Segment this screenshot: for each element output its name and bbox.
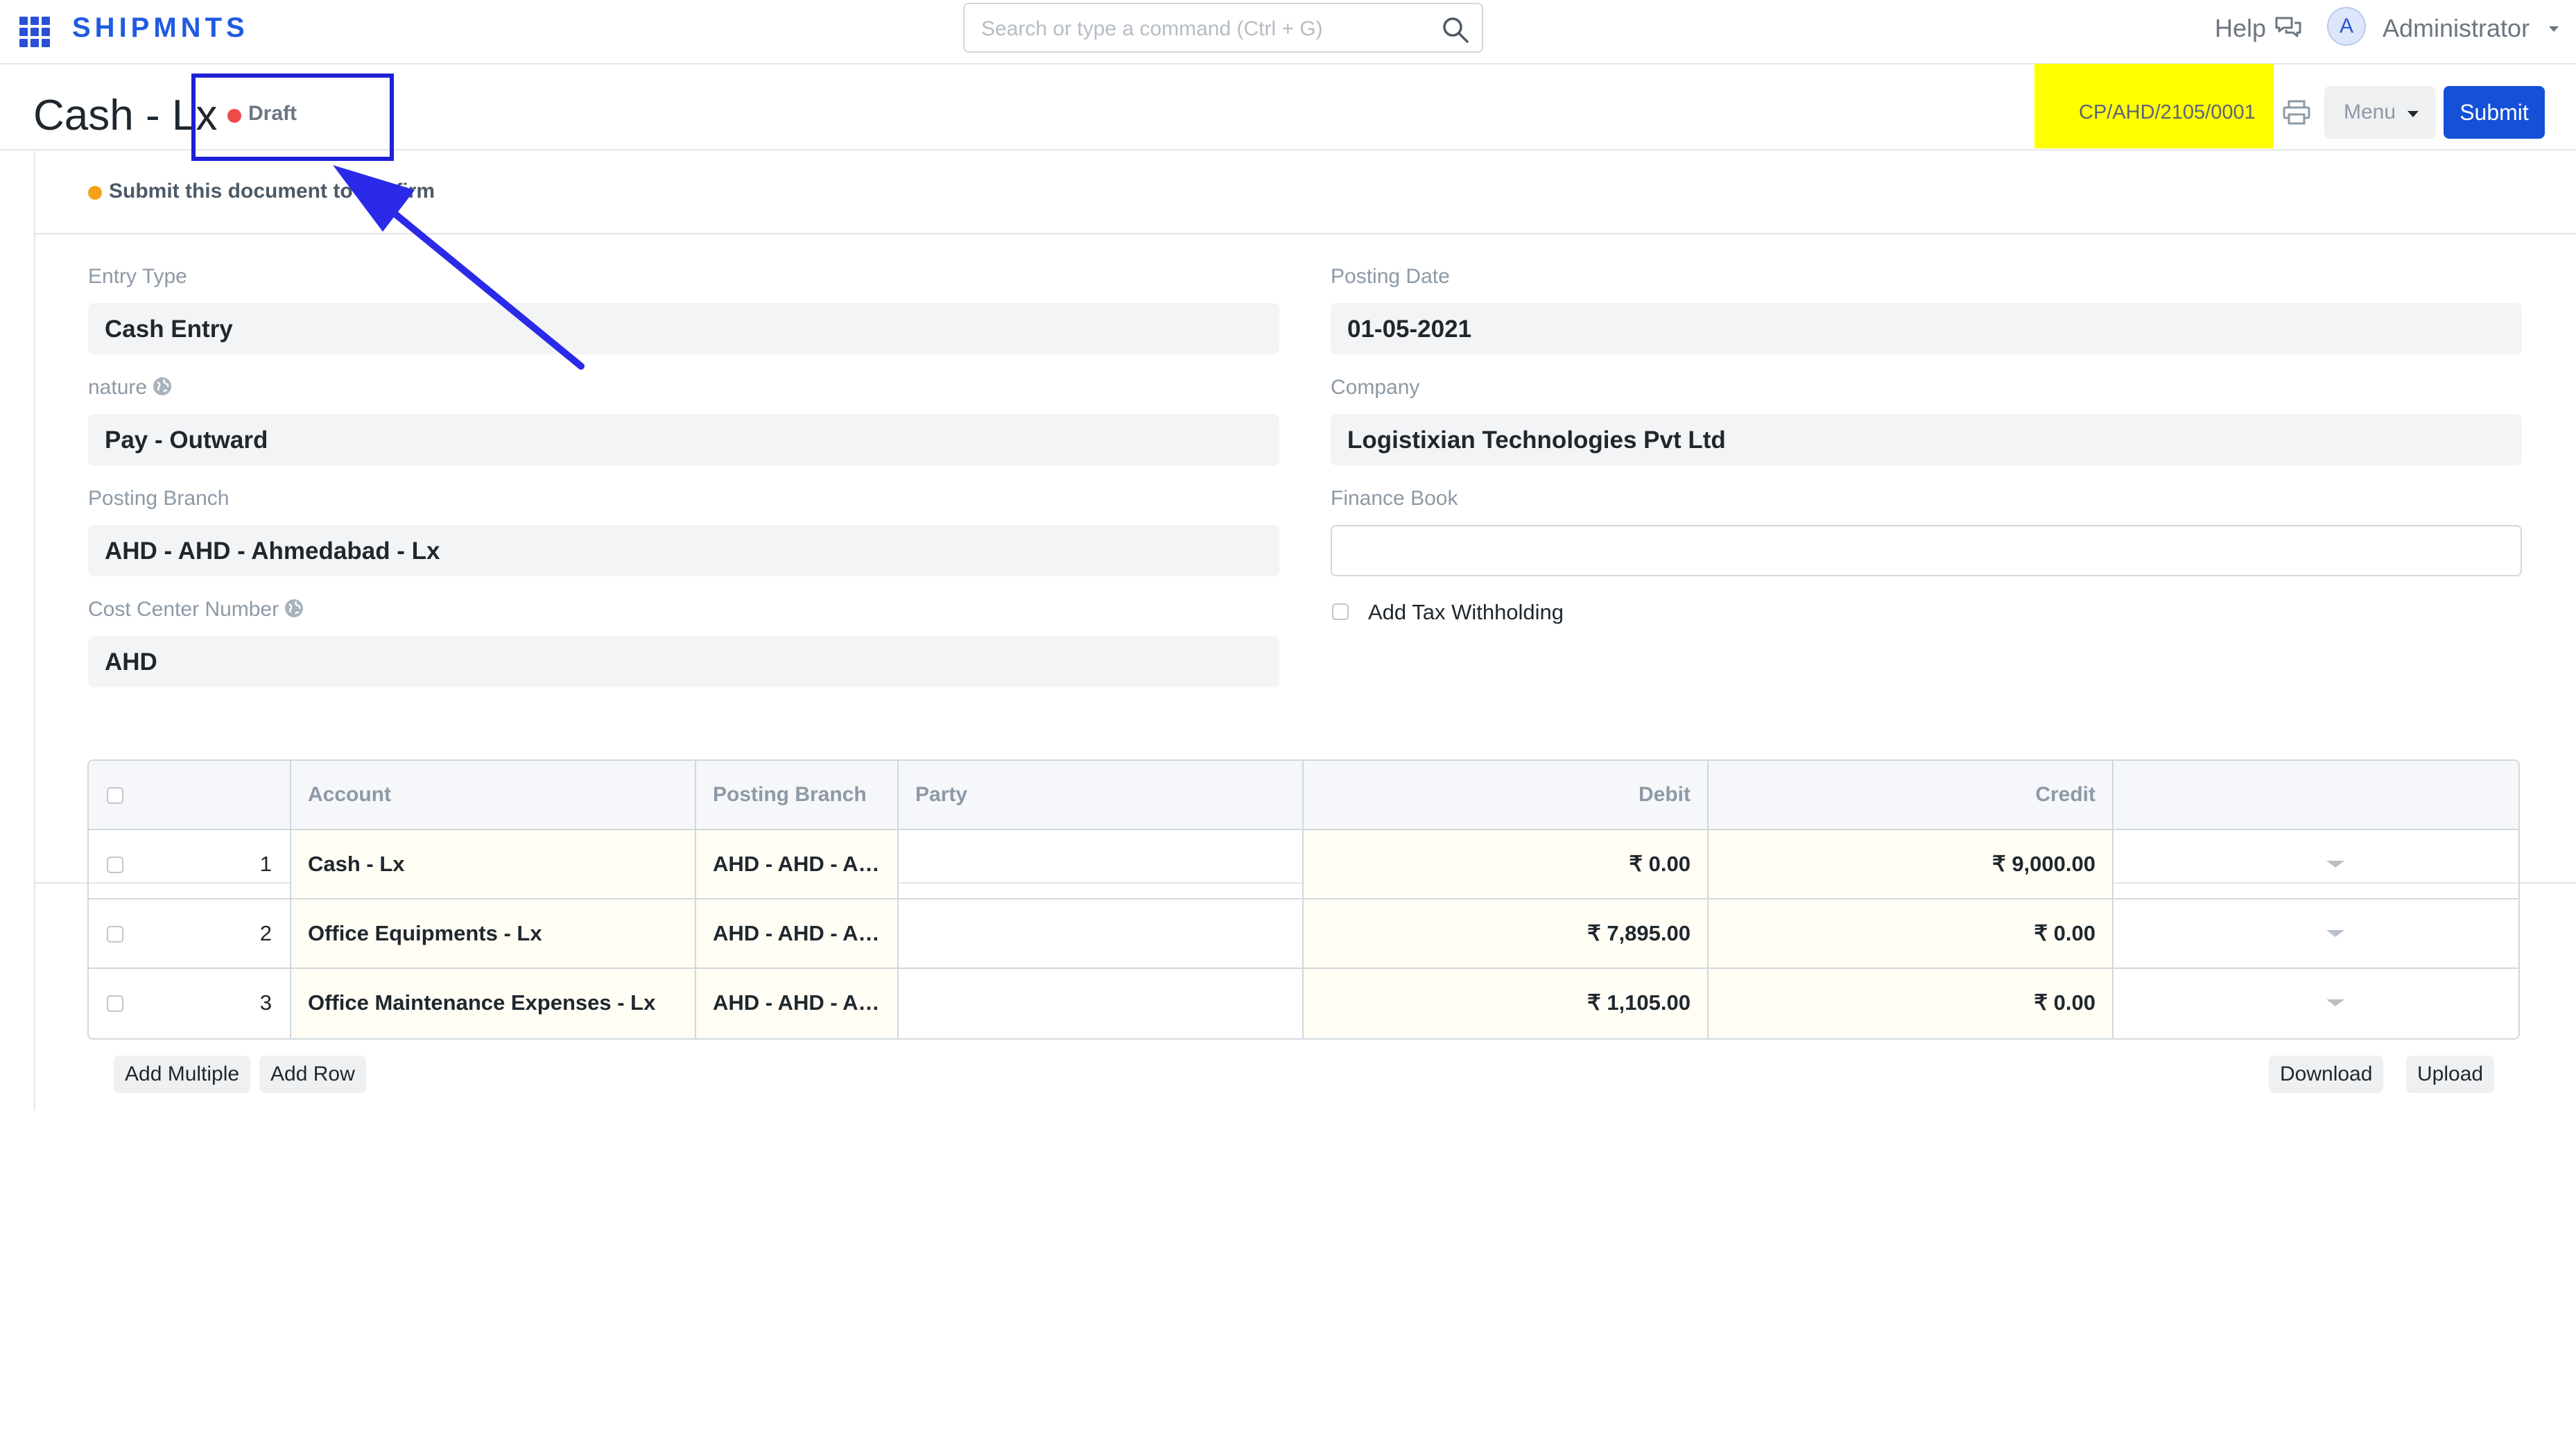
globe-icon [153, 377, 172, 395]
entry-type-field[interactable]: Cash Entry [88, 303, 1279, 354]
row-checkbox[interactable] [107, 995, 123, 1012]
nature-label: nature [88, 376, 172, 399]
download-button[interactable]: Download [2269, 1056, 2384, 1093]
debit-cell[interactable]: ₹ 1,105.00 [1304, 969, 1709, 1038]
print-icon[interactable] [2281, 98, 2312, 126]
row-actions-cell [2113, 830, 2518, 898]
row-select-cell: 3 [89, 969, 291, 1038]
row-index: 1 [259, 852, 272, 876]
posting-branch-cell[interactable]: AHD - AHD - Ahmedabad - Lx [696, 900, 899, 968]
column-header-party: Party [899, 761, 1304, 829]
caret-down-icon[interactable] [2549, 26, 2559, 32]
add-row-button[interactable]: Add Row [259, 1056, 366, 1093]
menu-button[interactable]: Menu [2324, 86, 2435, 139]
row-actions-cell [2113, 900, 2518, 968]
doc-name-highlight [2034, 64, 2274, 148]
posting-branch-cell[interactable]: AHD - AHD - Ahmedabad - Lx [696, 830, 899, 898]
finance-book-field[interactable] [1331, 525, 2522, 576]
account-cell[interactable]: Office Equipments - Lx [291, 900, 696, 968]
party-cell[interactable] [899, 969, 1304, 1038]
account-cell[interactable]: Office Maintenance Expenses - Lx [291, 969, 696, 1038]
column-header-account: Account [291, 761, 696, 829]
debit-cell[interactable]: ₹ 0.00 [1304, 830, 1709, 898]
apps-grid-icon[interactable] [19, 17, 50, 47]
user-menu[interactable]: Administrator [2383, 14, 2530, 42]
status-badge: Draft [248, 102, 297, 125]
upload-button[interactable]: Upload [2406, 1056, 2495, 1093]
caret-down-icon [2408, 111, 2419, 117]
column-header-debit: Debit [1304, 761, 1709, 829]
posting-branch-cell[interactable]: AHD - AHD - Ahmedabad - Lx [696, 969, 899, 1038]
chat-icon[interactable] [2274, 15, 2302, 40]
add-multiple-button[interactable]: Add Multiple [114, 1056, 251, 1093]
account-cell[interactable]: Cash - Lx [291, 830, 696, 898]
posting-date-label: Posting Date [1331, 265, 1450, 288]
menu-button-label: Menu [2344, 101, 2396, 123]
form-message-bar: Submit this document to confirm [35, 151, 2576, 234]
party-cell[interactable] [899, 900, 1304, 968]
row-checkbox[interactable] [107, 926, 123, 943]
submit-button[interactable]: Submit [2444, 86, 2545, 139]
company-label: Company [1331, 376, 1420, 399]
row-select-cell: 2 [89, 900, 291, 968]
row-actions-cell [2113, 969, 2518, 1038]
party-cell[interactable] [899, 830, 1304, 898]
credit-cell[interactable]: ₹ 0.00 [1709, 900, 2113, 968]
page-title: Cash - Lx [33, 92, 218, 139]
column-header-actions [2113, 761, 2518, 829]
accounts-table: Account Posting Branch Party Debit Credi… [87, 759, 2520, 1040]
posting-branch-field[interactable]: AHD - AHD - Ahmedabad - Lx [88, 525, 1279, 576]
column-header-posting-branch: Posting Branch [696, 761, 899, 829]
posting-date-field[interactable]: 01-05-2021 [1331, 303, 2522, 354]
table-row[interactable]: 1 Cash - Lx AHD - AHD - Ahmedabad - Lx ₹… [89, 830, 2518, 900]
status-indicator-dot [227, 109, 241, 123]
search-bar[interactable] [963, 3, 1483, 53]
avatar[interactable]: A [2327, 7, 2366, 46]
row-index: 3 [259, 990, 272, 1015]
row-expand-icon[interactable] [2326, 999, 2344, 1006]
credit-cell[interactable]: ₹ 9,000.00 [1709, 830, 2113, 898]
company-field[interactable]: Logistixian Technologies Pvt Ltd [1331, 414, 2522, 465]
header-select-cell [89, 761, 291, 829]
row-index: 2 [259, 921, 272, 945]
cost-center-field[interactable]: AHD [88, 636, 1279, 687]
navbar: SHIPMNTS Help A Administrator [0, 0, 2576, 65]
tax-withholding-checkbox[interactable] [1332, 603, 1349, 620]
indicator-dot [88, 186, 102, 200]
search-input[interactable] [980, 12, 1426, 46]
table-row[interactable]: 3 Office Maintenance Expenses - Lx AHD -… [89, 969, 2518, 1038]
table-header-row: Account Posting Branch Party Debit Credi… [89, 761, 2518, 830]
cost-center-label: Cost Center Number [88, 598, 304, 621]
nature-label-text: nature [88, 376, 148, 399]
column-header-credit: Credit [1709, 761, 2113, 829]
help-link[interactable]: Help [2215, 14, 2267, 42]
row-expand-icon[interactable] [2326, 861, 2344, 868]
form-section: Entry Type Cash Entry nature Pay - Outwa… [35, 234, 2576, 884]
debit-cell[interactable]: ₹ 7,895.00 [1304, 900, 1709, 968]
row-select-cell: 1 [89, 830, 291, 898]
tax-withholding-label[interactable]: Add Tax Withholding [1368, 600, 1564, 624]
row-checkbox[interactable] [107, 857, 123, 873]
row-expand-icon[interactable] [2326, 930, 2344, 937]
posting-branch-label: Posting Branch [88, 487, 230, 510]
table-row[interactable]: 2 Office Equipments - Lx AHD - AHD - Ahm… [89, 900, 2518, 969]
document-name: CP/AHD/2105/0001 [2079, 101, 2256, 123]
credit-cell[interactable]: ₹ 0.00 [1709, 969, 2113, 1038]
accounts-grid: Account Posting Branch Party Debit Credi… [87, 759, 2520, 1453]
finance-book-label: Finance Book [1331, 487, 1458, 510]
globe-icon [285, 599, 304, 617]
nature-field[interactable]: Pay - Outward [88, 414, 1279, 465]
form-message: Submit this document to confirm [109, 180, 435, 203]
search-icon[interactable] [1442, 16, 1469, 44]
brand-logo[interactable]: SHIPMNTS [72, 12, 249, 43]
annotation-highlight-box [191, 74, 394, 161]
select-all-checkbox[interactable] [107, 787, 123, 804]
cost-center-label-text: Cost Center Number [88, 598, 279, 621]
entry-type-label: Entry Type [88, 265, 187, 288]
